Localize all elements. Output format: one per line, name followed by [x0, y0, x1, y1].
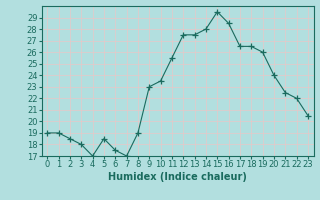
- X-axis label: Humidex (Indice chaleur): Humidex (Indice chaleur): [108, 172, 247, 182]
